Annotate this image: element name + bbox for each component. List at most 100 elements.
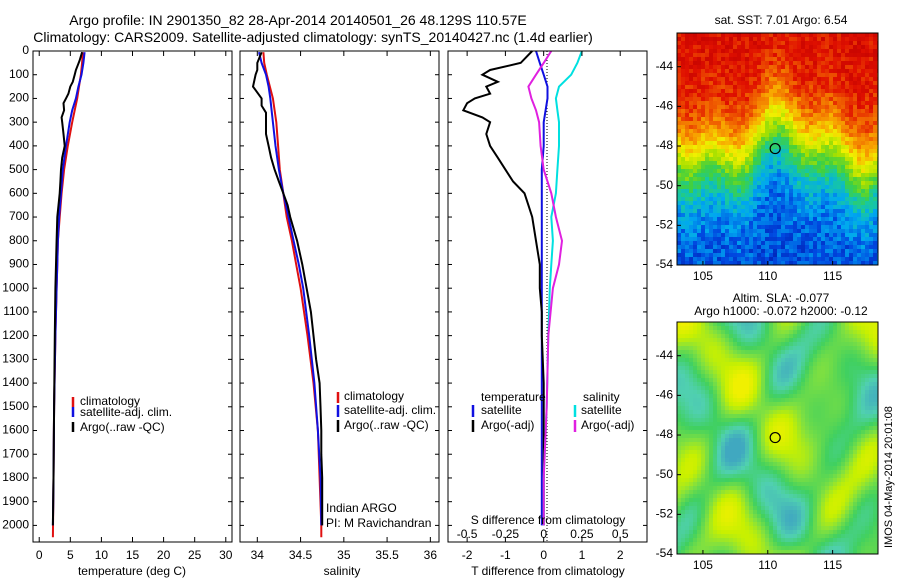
heat-cell — [697, 366, 701, 370]
heat-cell — [853, 189, 857, 193]
heat-cell — [793, 229, 797, 233]
heat-cell — [865, 213, 869, 217]
heat-cell — [869, 69, 873, 73]
heat-cell — [697, 326, 701, 330]
series-line-2-2 — [542, 50, 583, 526]
heat-cell — [841, 422, 845, 426]
heat-cell — [805, 41, 809, 45]
heat-cell — [725, 133, 729, 137]
heat-cell — [853, 326, 857, 330]
heat-cell — [709, 422, 713, 426]
heat-cell — [721, 233, 725, 237]
heat-cell — [765, 109, 769, 113]
heat-cell — [773, 97, 777, 101]
heat-cell — [849, 209, 853, 213]
heat-cell — [857, 193, 861, 197]
heat-cell — [841, 442, 845, 446]
heat-cell — [749, 101, 753, 105]
heat-cell — [845, 109, 849, 113]
heat-cell — [865, 165, 869, 169]
heat-cell — [693, 378, 697, 382]
heat-cell — [677, 434, 681, 438]
heat-cell — [805, 125, 809, 129]
heat-cell — [865, 197, 869, 201]
heat-cell — [793, 338, 797, 342]
heat-cell — [797, 189, 801, 193]
heat-cell — [797, 213, 801, 217]
heat-cell — [793, 217, 797, 221]
heat-cell — [733, 233, 737, 237]
heat-cell — [845, 402, 849, 406]
heat-cell — [685, 422, 689, 426]
heat-cell — [761, 85, 765, 89]
heat-cell — [785, 418, 789, 422]
heat-cell — [717, 237, 721, 241]
heat-cell — [861, 362, 865, 366]
heat-cell — [717, 101, 721, 105]
heat-cell — [857, 53, 861, 57]
heat-cell — [709, 101, 713, 105]
heat-cell — [805, 109, 809, 113]
legend-label-sal-argo: Argo(-adj) — [581, 418, 634, 432]
heat-cell — [777, 37, 781, 41]
heat-cell — [805, 418, 809, 422]
heat-cell — [709, 201, 713, 205]
heat-cell — [753, 57, 757, 61]
heat-cell — [845, 346, 849, 350]
heat-cell — [789, 125, 793, 129]
heat-cell — [781, 89, 785, 93]
heat-cell — [797, 398, 801, 402]
heat-cell — [797, 205, 801, 209]
heat-cell — [697, 133, 701, 137]
heat-cell — [765, 125, 769, 129]
heat-cell — [781, 253, 785, 257]
heat-cell — [729, 249, 733, 253]
heat-cell — [817, 153, 821, 157]
heat-cell — [689, 189, 693, 193]
heat-cell — [705, 390, 709, 394]
heat-cell — [705, 414, 709, 418]
heat-cell — [681, 257, 685, 261]
heat-cell — [725, 73, 729, 77]
heat-cell — [725, 354, 729, 358]
heat-cell — [833, 205, 837, 209]
heat-cell — [789, 77, 793, 81]
heat-cell — [861, 117, 865, 121]
heat-cell — [829, 245, 833, 249]
heat-cell — [729, 161, 733, 165]
heat-cell — [697, 338, 701, 342]
heat-cell — [681, 101, 685, 105]
heat-cell — [717, 257, 721, 261]
heat-cell — [689, 129, 693, 133]
heat-cell — [797, 229, 801, 233]
heat-cell — [813, 225, 817, 229]
heat-cell — [701, 149, 705, 153]
heat-cell — [857, 450, 861, 454]
heat-cell — [685, 326, 689, 330]
heat-cell — [793, 454, 797, 458]
heat-cell — [757, 41, 761, 45]
heat-cell — [697, 249, 701, 253]
heat-cell — [713, 249, 717, 253]
heat-cell — [861, 374, 865, 378]
heat-cell — [729, 237, 733, 241]
heat-cell — [809, 221, 813, 225]
heat-cell — [781, 221, 785, 225]
heat-cell — [781, 422, 785, 426]
heat-cell — [745, 233, 749, 237]
heat-cell — [733, 229, 737, 233]
heat-cell — [689, 237, 693, 241]
heat-cell — [745, 177, 749, 181]
heat-cell — [865, 330, 869, 334]
heat-cell — [841, 33, 845, 37]
heat-cell — [821, 338, 825, 342]
heat-cell — [837, 257, 841, 261]
heat-cell — [865, 137, 869, 141]
heat-cell — [773, 394, 777, 398]
heat-cell — [773, 185, 777, 189]
heat-cell — [733, 81, 737, 85]
heat-cell — [809, 141, 813, 145]
heat-cell — [817, 221, 821, 225]
heat-cell — [685, 125, 689, 129]
heat-cell — [733, 109, 737, 113]
